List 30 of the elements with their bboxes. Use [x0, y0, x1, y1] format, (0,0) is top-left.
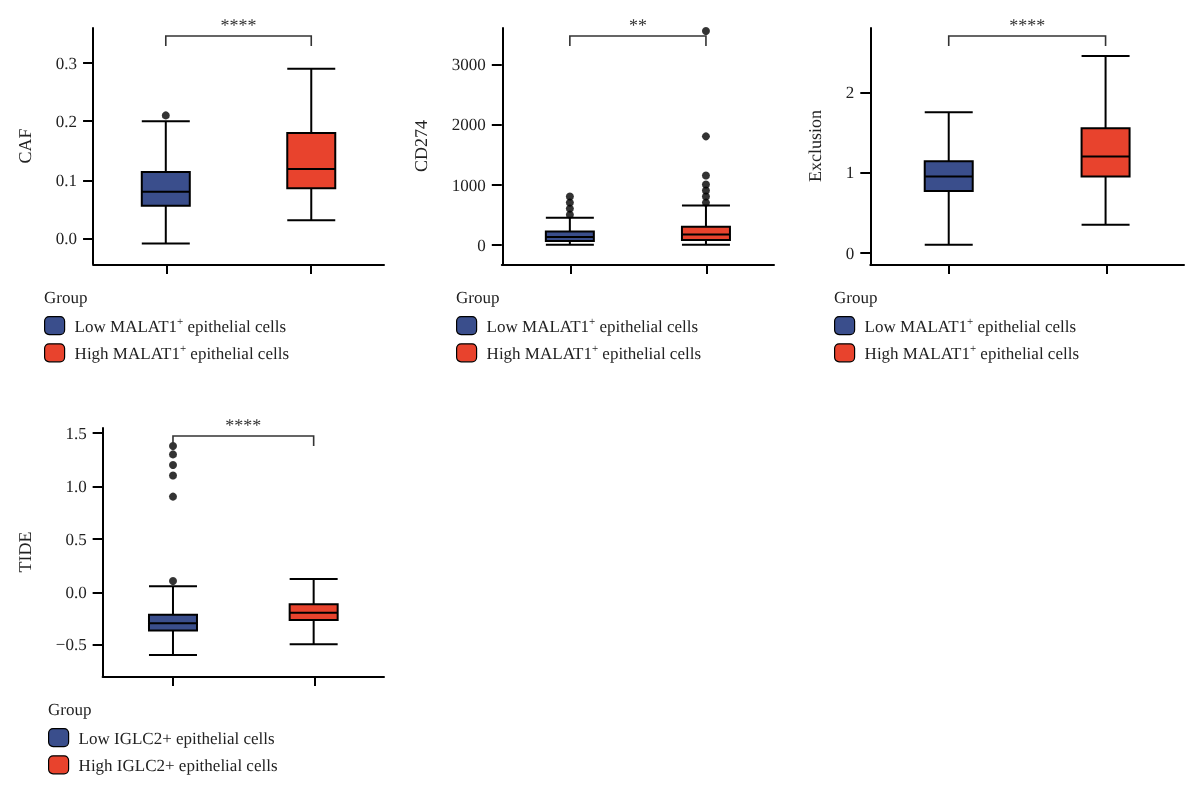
- y-tick-label: 3000: [451, 54, 486, 75]
- annotation: ****: [1009, 15, 1047, 35]
- y-tick-label: 0.3: [55, 52, 78, 73]
- annotation: ****: [225, 415, 263, 435]
- legend-title: Group: [44, 287, 88, 307]
- legend-title: Group: [48, 699, 92, 719]
- y-tick-label: 0.2: [55, 111, 78, 132]
- legend-label: High IGLC2+ epithelial cells: [78, 754, 278, 775]
- legend-title: Group: [456, 287, 500, 307]
- y-tick-label: −0.5: [55, 634, 87, 655]
- y-axis-title: CD274: [411, 119, 431, 173]
- legend-label: Low IGLC2+ epithelial cells: [78, 727, 275, 748]
- y-tick-label: 2000: [451, 114, 486, 135]
- y-tick-label: 0.1: [55, 169, 78, 190]
- legend-title: Group: [834, 287, 878, 307]
- y-tick-label: 1000: [451, 174, 486, 195]
- y-tick-label: 2: [845, 82, 855, 103]
- y-tick-label: 0.5: [65, 528, 87, 549]
- y-tick-label: 0.0: [65, 581, 87, 602]
- y-axis-title: CAF: [15, 128, 35, 164]
- y-tick-label: 0: [477, 234, 486, 255]
- annotation: ****: [220, 15, 258, 35]
- y-axis-title: Exclusion: [805, 109, 825, 182]
- annotation: **: [628, 15, 648, 35]
- y-tick-label: 1.0: [65, 476, 87, 497]
- y-tick-label: 0.0: [55, 227, 78, 248]
- y-axis-title: TIDE: [15, 530, 35, 573]
- y-tick-label: 1: [845, 162, 855, 183]
- y-tick-label: 1.5: [65, 423, 87, 444]
- y-tick-label: 0: [845, 242, 855, 263]
